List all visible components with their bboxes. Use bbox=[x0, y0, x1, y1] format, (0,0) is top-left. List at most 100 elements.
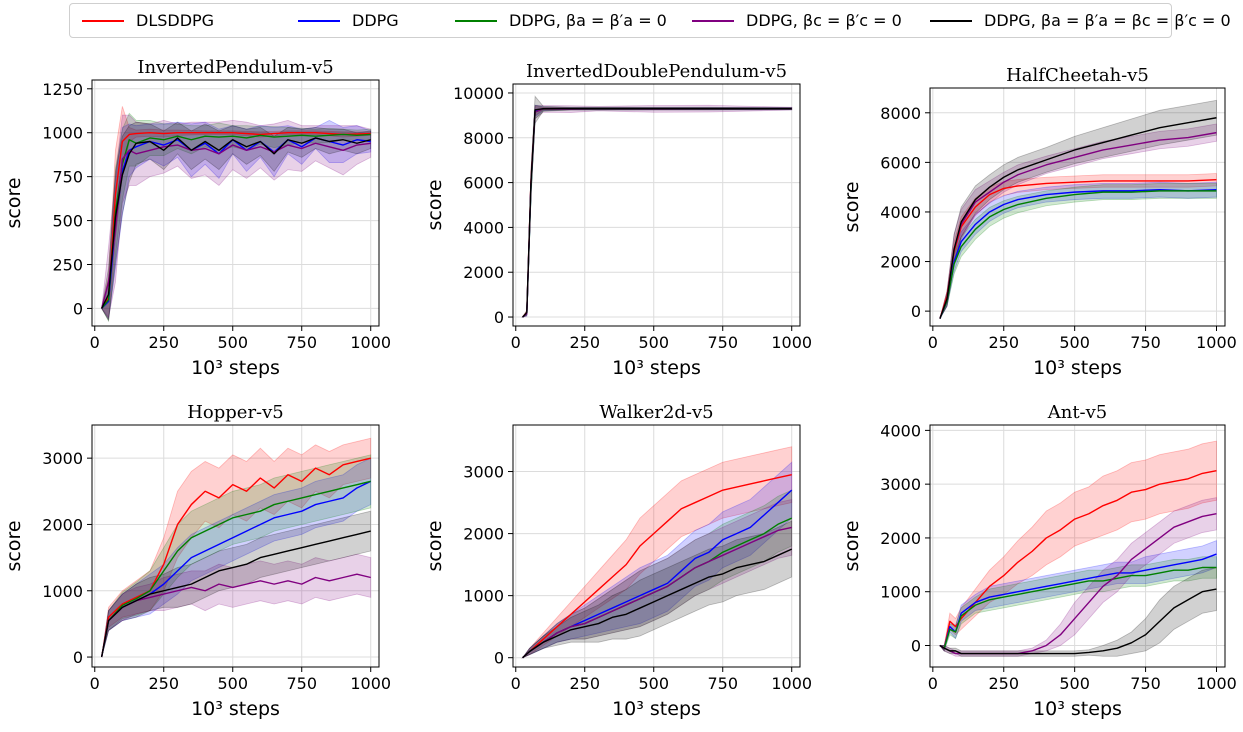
y-tick-label: 250 bbox=[52, 256, 83, 275]
y-tick-label: 4000 bbox=[880, 203, 921, 222]
x-tick-label: 250 bbox=[988, 674, 1019, 693]
y-tick-label: 0 bbox=[911, 636, 921, 655]
subplot-title: InvertedDoublePendulum-v5 bbox=[526, 61, 787, 82]
x-axis-label: 10³ steps bbox=[1033, 698, 1122, 720]
x-tick-label: 0 bbox=[928, 333, 938, 352]
series-line-4 bbox=[522, 107, 792, 318]
x-axis-label: 10³ steps bbox=[612, 698, 701, 720]
series-line-2 bbox=[100, 480, 371, 658]
plot-frame bbox=[929, 424, 1226, 668]
x-tick-label: 500 bbox=[1059, 333, 1090, 352]
x-tick-label: 500 bbox=[638, 333, 669, 352]
series-line-3 bbox=[522, 526, 792, 659]
y-tick-label: 2000 bbox=[42, 515, 83, 534]
x-axis-label: 10³ steps bbox=[191, 698, 280, 720]
x-tick-label: 500 bbox=[217, 333, 248, 352]
legend-label: DDPG, βa = β′a = 0 bbox=[509, 11, 667, 30]
series-line-3 bbox=[522, 107, 792, 318]
x-axis-label: 10³ steps bbox=[612, 357, 701, 379]
x-tick-label: 500 bbox=[217, 674, 248, 693]
x-tick-label: 1000 bbox=[771, 674, 812, 693]
legend-label: DDPG bbox=[352, 11, 399, 30]
legend-swatch bbox=[82, 19, 124, 22]
x-tick-label: 250 bbox=[148, 674, 179, 693]
subplot-4: 0 250 500 750 1000 0 1000 2000 3000 Walker2d-v5 10… bbox=[424, 402, 812, 720]
y-tick-label: 0 bbox=[494, 308, 504, 327]
x-tick-label: 0 bbox=[511, 333, 521, 352]
x-tick-label: 750 bbox=[707, 674, 738, 693]
y-tick-label: 2000 bbox=[463, 525, 504, 544]
y-axis-label: score bbox=[3, 520, 25, 571]
series-line-2 bbox=[522, 107, 792, 318]
y-tick-label: 750 bbox=[52, 168, 83, 187]
x-tick-label: 250 bbox=[988, 333, 1019, 352]
legend-label: DLSDDPG bbox=[136, 11, 215, 30]
y-axis-label: score bbox=[3, 177, 25, 228]
legend-swatch bbox=[692, 19, 734, 22]
y-tick-label: 1000 bbox=[880, 583, 921, 602]
series-line-4 bbox=[101, 137, 371, 309]
legend: DLSDDPG DDPG DDPG, βa = β′a = 0 DDPG, βc… bbox=[69, 3, 1231, 38]
legend-swatch bbox=[930, 19, 972, 22]
y-tick-label: 8000 bbox=[463, 129, 504, 148]
x-tick-label: 750 bbox=[286, 333, 317, 352]
series-line-4 bbox=[939, 588, 1217, 655]
x-tick-label: 1000 bbox=[350, 333, 391, 352]
y-tick-label: 0 bbox=[911, 302, 921, 321]
y-tick-label: 4000 bbox=[880, 421, 921, 440]
x-tick-label: 750 bbox=[1130, 333, 1161, 352]
x-tick-label: 500 bbox=[638, 674, 669, 693]
subplot-3: 0 250 500 750 1000 0 1000 2000 3000 Hopper-v5 10³ … bbox=[3, 402, 391, 720]
y-tick-label: 6000 bbox=[463, 174, 504, 193]
x-tick-label: 500 bbox=[1059, 674, 1090, 693]
x-tick-label: 1000 bbox=[350, 674, 391, 693]
subplot-title: HalfCheetah-v5 bbox=[1006, 65, 1149, 86]
legend-swatch bbox=[298, 19, 340, 22]
y-tick-label: 2000 bbox=[463, 263, 504, 282]
series-line-1 bbox=[939, 188, 1217, 319]
y-tick-label: 500 bbox=[52, 212, 83, 231]
series-line-0 bbox=[522, 473, 792, 659]
x-tick-label: 750 bbox=[707, 333, 738, 352]
x-tick-label: 250 bbox=[569, 674, 600, 693]
subplot-title: Hopper-v5 bbox=[187, 402, 284, 423]
plot-frame bbox=[929, 87, 1226, 327]
y-tick-label: 3000 bbox=[463, 463, 504, 482]
legend-label: DDPG, βc = β′c = 0 bbox=[746, 11, 902, 30]
x-tick-label: 0 bbox=[90, 333, 100, 352]
series-line-4 bbox=[939, 117, 1217, 319]
plot-frame bbox=[512, 424, 801, 668]
series-line-2 bbox=[939, 190, 1217, 319]
subplot-2: 0 250 500 750 1000 0 2000 4000 6000 8000 HalfCheet… bbox=[841, 65, 1237, 379]
y-tick-label: 0 bbox=[494, 649, 504, 668]
series-line-1 bbox=[522, 107, 792, 318]
series-line-4 bbox=[522, 548, 793, 659]
y-tick-label: 8000 bbox=[880, 104, 921, 123]
x-tick-label: 0 bbox=[928, 674, 938, 693]
series-line-4 bbox=[100, 530, 371, 658]
y-tick-label: 2000 bbox=[880, 253, 921, 272]
x-tick-label: 750 bbox=[286, 674, 317, 693]
series-band-2 bbox=[521, 104, 793, 318]
x-tick-label: 1000 bbox=[1196, 333, 1237, 352]
subplot-1: 0 250 500 750 10000200040006000800010000Inve… bbox=[424, 61, 812, 379]
series-line-0 bbox=[522, 107, 792, 318]
subplot-title: Walker2d-v5 bbox=[599, 402, 713, 423]
subplot-title: Ant-v5 bbox=[1047, 402, 1108, 423]
y-tick-label: 1250 bbox=[42, 80, 83, 99]
series-line-2 bbox=[939, 566, 1217, 649]
y-tick-label: 3000 bbox=[42, 449, 83, 468]
x-axis-label: 10³ steps bbox=[1033, 357, 1122, 379]
x-tick-label: 750 bbox=[1130, 674, 1161, 693]
legend-entry-ddpg-no-critic: DDPG, βc = β′c = 0 bbox=[692, 4, 902, 37]
plot-frame bbox=[91, 424, 380, 668]
legend-entry-dlsddpg: DLSDDPG bbox=[82, 4, 214, 37]
x-tick-label: 1000 bbox=[1196, 674, 1237, 693]
series-line-2 bbox=[101, 133, 371, 309]
series-band-3 bbox=[521, 104, 793, 318]
y-axis-label: score bbox=[424, 179, 446, 230]
legend-entry-ddpg: DDPG bbox=[298, 4, 399, 37]
series-band-4 bbox=[521, 95, 793, 319]
x-axis-label: 10³ steps bbox=[191, 357, 280, 379]
y-tick-label: 6000 bbox=[880, 153, 921, 172]
